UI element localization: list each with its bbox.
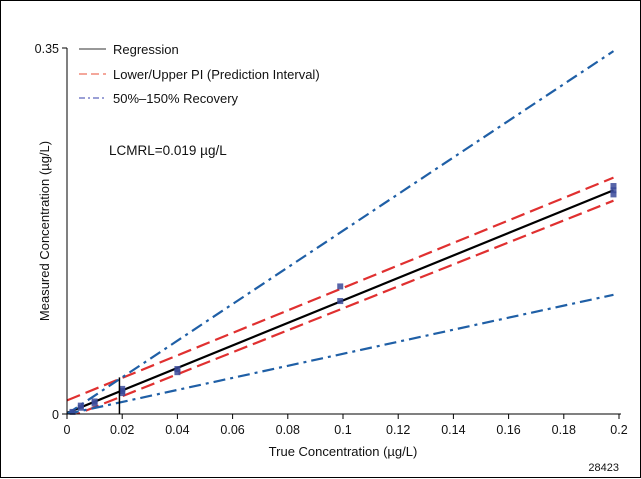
x-axis-title: True Concentration (µg/L) bbox=[269, 444, 418, 459]
data-point bbox=[91, 398, 98, 405]
legend-label-prediction-interval: Lower/Upper PI (Prediction Interval) bbox=[113, 67, 320, 82]
lcmrl-annotation: LCMRL=0.019 µg/L bbox=[109, 143, 227, 158]
figure-id: 28423 bbox=[588, 462, 619, 474]
data-point bbox=[174, 369, 181, 376]
data-point bbox=[77, 402, 84, 409]
chart-axes bbox=[66, 48, 621, 415]
data-point bbox=[337, 298, 344, 305]
x-tick-label: 0.2 bbox=[610, 423, 627, 437]
x-tick-label: 0.1 bbox=[334, 423, 351, 437]
x-tick-label: 0.04 bbox=[165, 423, 189, 437]
series-line-lower-pi bbox=[74, 199, 614, 414]
series-line-recovery-50 bbox=[67, 293, 614, 414]
data-point bbox=[174, 366, 181, 373]
data-point bbox=[69, 408, 76, 415]
series-line-upper-pi bbox=[67, 176, 614, 402]
y-ticks: 00.35 bbox=[35, 42, 67, 422]
data-point bbox=[610, 191, 617, 198]
x-tick-label: 0.02 bbox=[110, 423, 134, 437]
chart-legend: Regression Lower/Upper PI (Prediction In… bbox=[79, 42, 320, 106]
x-tick-label: 0.18 bbox=[552, 423, 576, 437]
y-tick-label: 0 bbox=[52, 408, 59, 422]
x-tick-label: 0.12 bbox=[386, 423, 410, 437]
data-point bbox=[610, 183, 617, 190]
x-tick-label: 0.06 bbox=[220, 423, 244, 437]
x-tick-label: 0 bbox=[64, 423, 71, 437]
legend-label-recovery: 50%–150% Recovery bbox=[113, 91, 239, 106]
chart-lines bbox=[67, 50, 615, 414]
data-point bbox=[610, 187, 617, 194]
x-tick-label: 0.14 bbox=[441, 423, 465, 437]
data-point bbox=[119, 385, 126, 392]
y-tick-label: 0.35 bbox=[35, 42, 59, 56]
x-ticks: 0 0.02 0.04 0.06 0.08 0.1 0.12 0.14 0.16 0.18 0.2 bbox=[64, 414, 628, 437]
chart-points bbox=[69, 183, 617, 415]
legend-label-regression: Regression bbox=[113, 42, 179, 57]
data-point bbox=[337, 283, 344, 290]
x-tick-label: 0.08 bbox=[276, 423, 300, 437]
y-axis-title: Measured Concentration (µg/L) bbox=[37, 141, 52, 321]
series-line-recovery-150 bbox=[67, 50, 615, 414]
x-tick-label: 0.16 bbox=[496, 423, 520, 437]
